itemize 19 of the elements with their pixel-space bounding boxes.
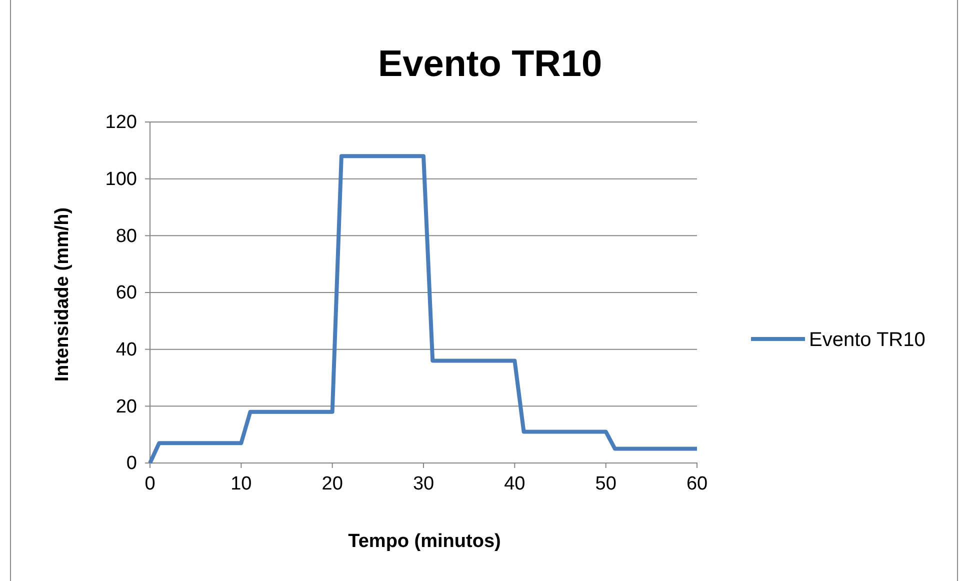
chart-title: Evento TR10 xyxy=(378,43,602,84)
y-tick-label: 80 xyxy=(116,226,137,247)
legend-label: Evento TR10 xyxy=(809,329,926,351)
x-tick-label: 50 xyxy=(595,473,616,494)
y-tick-label: 20 xyxy=(116,396,137,418)
y-tick-label: 100 xyxy=(105,168,137,190)
y-axis-title: Intensidade (mm/h) xyxy=(52,207,73,382)
y-tick-label: 0 xyxy=(126,453,137,474)
x-tick-label: 30 xyxy=(412,473,434,494)
y-tick-label: 40 xyxy=(116,339,137,360)
line-series xyxy=(148,154,699,465)
x-tick-label: 60 xyxy=(686,473,708,494)
y-tick-label: 120 xyxy=(105,112,137,134)
y-tick-label: 60 xyxy=(116,282,137,304)
x-tick-label: 0 xyxy=(144,473,156,494)
x-tick-label: 40 xyxy=(504,473,526,494)
x-axis-title: Tempo (minutos) xyxy=(348,531,501,552)
x-tick-label: 20 xyxy=(322,473,343,494)
x-tick-label: 10 xyxy=(230,473,252,494)
